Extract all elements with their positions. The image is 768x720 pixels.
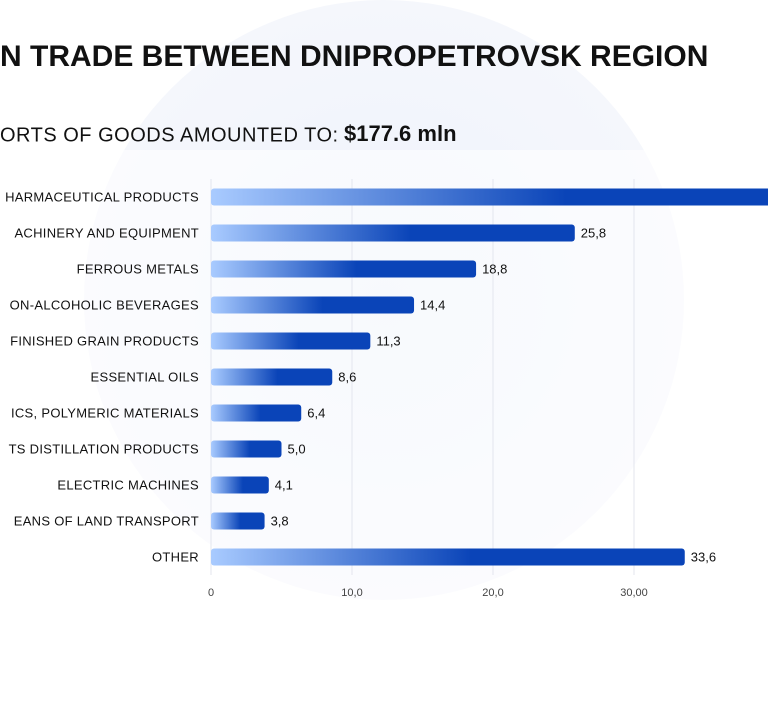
value-label: 11,3 xyxy=(376,333,400,348)
bar xyxy=(211,260,477,278)
bar xyxy=(211,404,302,422)
category-label: ON-ALCOHOLIC BEVERAGES xyxy=(10,297,199,312)
category-label: OTHER xyxy=(152,549,199,564)
category-label: FINISHED GRAIN PRODUCTS xyxy=(10,333,199,348)
category-label: ELECTRIC MACHINES xyxy=(57,477,199,492)
bar xyxy=(211,188,768,206)
value-label: 4,1 xyxy=(275,477,293,492)
x-tick-label: 30,00 xyxy=(620,587,648,599)
category-label: ICS, POLYMERIC MATERIALS xyxy=(11,405,199,420)
bar xyxy=(211,368,333,386)
value-label: 33,6 xyxy=(691,549,716,564)
value-label: 18,8 xyxy=(482,261,507,276)
bar xyxy=(211,224,575,242)
chart-title: N TRADE BETWEEN DNIPROPETROVSK REGION xyxy=(0,40,708,73)
category-label: FERROUS METALS xyxy=(77,261,199,276)
category-label: EANS OF LAND TRANSPORT xyxy=(14,513,199,528)
value-label: 3,8 xyxy=(271,513,289,528)
bar xyxy=(211,332,371,350)
bar xyxy=(211,512,265,530)
subtitle: ORTS OF GOODS AMOUNTED TO: xyxy=(0,124,339,146)
category-label: ESSENTIAL OILS xyxy=(91,369,200,384)
x-tick-label: 20,0 xyxy=(482,587,503,599)
x-tick-label: 10,0 xyxy=(341,587,362,599)
bar xyxy=(211,476,269,494)
value-label: 5,0 xyxy=(288,441,306,456)
category-label: HARMACEUTICAL PRODUCTS xyxy=(5,189,199,204)
bar xyxy=(211,296,415,314)
background-fade xyxy=(0,150,768,720)
bar xyxy=(211,440,282,458)
bar xyxy=(211,548,685,566)
value-label: 25,8 xyxy=(581,225,606,240)
category-label: TS DISTILLATION PRODUCTS xyxy=(9,441,199,456)
total: $177.6 mln xyxy=(344,121,457,146)
category-label: ACHINERY AND EQUIPMENT xyxy=(14,225,199,240)
value-label: 8,6 xyxy=(338,369,356,384)
value-label: 14,4 xyxy=(420,297,445,312)
x-tick-label: 0 xyxy=(208,587,214,599)
value-label: 6,4 xyxy=(307,405,325,420)
